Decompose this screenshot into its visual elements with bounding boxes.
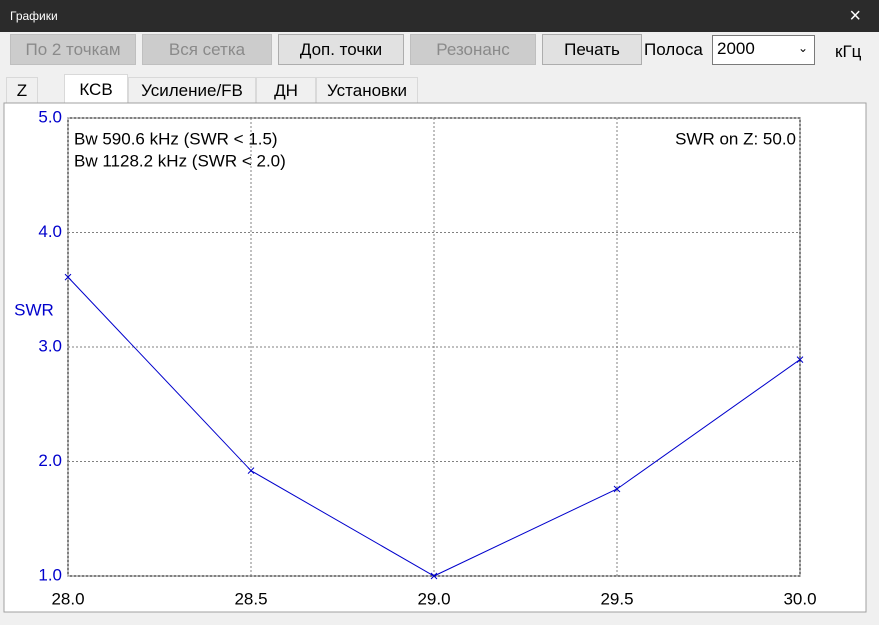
annotation: SWR on Z: 50.0 [675,129,796,148]
band-label: Полоса [644,40,703,59]
close-button[interactable]: × [849,5,861,27]
band-value: 2000 [717,39,755,58]
y-tick-label: 1.0 [38,565,62,584]
band-unit: кГц [835,42,862,61]
toolbar-button: Вся сетка [142,34,272,65]
tab[interactable]: ДН [256,77,316,103]
x-tick-label: 28.0 [51,589,84,608]
tab[interactable]: Усиление/FB [128,77,256,103]
plot-frame [67,117,801,577]
x-tick-label: 29.0 [417,589,450,608]
point-marker [64,273,72,281]
annotation: Bw 1128.2 kHz (SWR < 2.0) [74,151,286,170]
y-tick-label: 2.0 [38,451,62,470]
point-marker [430,572,438,580]
band-select[interactable]: 2000 ⌄ [712,35,815,65]
x-tick-label: 28.5 [234,589,267,608]
toolbar-button[interactable]: Доп. точки [278,34,404,65]
point-marker [613,485,621,493]
x-tick-label: 30.0 [783,589,816,608]
x-tick-label: 29.5 [600,589,633,608]
tab[interactable]: Z [6,77,38,103]
dropdown-arrow: ⌄ [797,41,808,55]
point-marker [247,467,255,475]
y-tick-label: 4.0 [38,222,62,241]
window-title: Графики [10,9,58,23]
toolbar-button[interactable]: Печать [542,34,642,65]
title-bar: Графики × [0,0,879,32]
series-line [67,276,801,577]
point-marker [796,356,804,363]
chart-panel [3,102,867,613]
tab[interactable]: Установки [316,77,418,103]
annotation: Bw 590.6 kHz (SWR < 1.5) [74,129,278,148]
toolbar-button: По 2 точкам [10,34,136,65]
y-axis-label: SWR [14,300,54,319]
tab[interactable]: КСВ [64,74,128,104]
toolbar-button: Резонанс [410,34,536,65]
y-tick-label: 3.0 [38,336,62,355]
y-tick-label: 5.0 [38,107,62,126]
